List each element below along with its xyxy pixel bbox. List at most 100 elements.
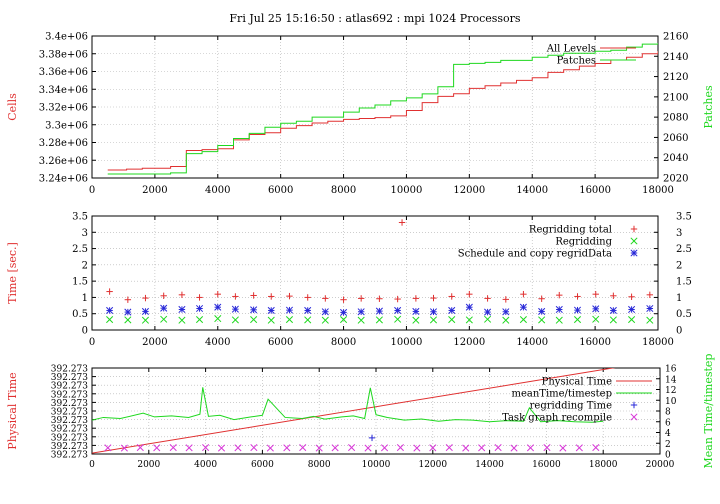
x-tick-label: 4000 <box>205 337 230 348</box>
y-tick-label: 392.273 <box>51 390 88 400</box>
data-point <box>646 316 654 324</box>
data-point <box>285 316 294 324</box>
data-point <box>106 288 113 295</box>
data-point <box>304 306 312 315</box>
x-tick-label: 0 <box>89 185 95 196</box>
data-point <box>574 293 581 300</box>
y-tick-label: 0 <box>82 326 88 337</box>
y-tick-label: 392.273 <box>51 408 88 418</box>
y-tick-label: 3 <box>82 228 88 239</box>
series-regridding <box>106 315 654 324</box>
data-point <box>462 444 470 452</box>
legend-label: Regridding <box>555 237 612 248</box>
data-point <box>502 316 510 324</box>
data-point <box>232 293 239 300</box>
data-point <box>538 316 546 324</box>
y2-tick-label: 2080 <box>663 113 688 124</box>
y-tick-label: 392.273 <box>51 399 88 409</box>
legend-marker <box>630 413 638 421</box>
data-point <box>368 434 376 442</box>
data-point <box>357 316 365 324</box>
data-point <box>321 308 329 316</box>
y-tick-label: 0.5 <box>72 309 88 320</box>
data-point <box>195 316 204 324</box>
data-point <box>609 316 617 324</box>
x-tick-label: 6000 <box>251 460 274 470</box>
x-tick-label: 14000 <box>516 337 548 348</box>
y-tick-label: 2 <box>82 260 88 271</box>
data-point <box>196 294 203 301</box>
y-tick-label: 1.5 <box>72 277 88 288</box>
y-tick-label: 3.4e+06 <box>45 32 88 43</box>
x-tick-label: 12000 <box>453 337 485 348</box>
data-point <box>178 316 186 324</box>
series-regridding-time <box>368 434 376 442</box>
data-point <box>267 316 275 324</box>
data-point <box>413 444 421 452</box>
y-tick-label: 392.273 <box>51 433 88 443</box>
data-point <box>231 305 239 313</box>
x-tick-label: 6000 <box>268 185 293 196</box>
data-point <box>592 305 600 313</box>
y-tick-label: 392.273 <box>51 451 88 461</box>
data-point <box>510 444 518 452</box>
data-point <box>153 444 161 452</box>
y-axis-label: Physical Time <box>6 372 19 449</box>
y2-tick-label: 0.5 <box>676 309 692 320</box>
x-tick-label: 18000 <box>642 337 674 348</box>
y-tick-label: 3.28e+06 <box>39 138 88 149</box>
y2-tick-label: 12 <box>665 386 676 396</box>
data-point <box>141 316 150 324</box>
x-tick-label: 8000 <box>308 460 331 470</box>
data-point <box>396 443 404 452</box>
x-tick-label: 20000 <box>646 460 675 470</box>
x-tick-label: 18000 <box>642 185 674 196</box>
chart-panel-regridding-time: 0 2000 4000 6000 8000 10000 12000 14000 16000 180… <box>6 212 692 349</box>
y2-axis-label: Mean Time/timestep <box>702 354 715 469</box>
data-point <box>141 307 150 315</box>
data-point <box>283 444 291 452</box>
data-point <box>124 308 132 316</box>
data-point <box>214 315 222 323</box>
data-point <box>250 306 258 314</box>
data-point <box>398 219 406 226</box>
data-point <box>520 290 527 298</box>
data-point <box>169 443 177 452</box>
data-point <box>429 444 437 452</box>
data-point <box>445 443 453 452</box>
y2-tick-label: 2120 <box>663 72 688 83</box>
x-tick-label: 12000 <box>453 185 485 196</box>
data-point <box>628 305 636 314</box>
y-axis-label: Cells <box>6 93 19 121</box>
x-tick-label: 6000 <box>268 337 293 348</box>
y2-tick-label: 2 <box>665 440 671 450</box>
data-point <box>592 443 600 452</box>
data-point <box>575 444 583 452</box>
data-point <box>106 306 114 315</box>
data-point <box>195 304 204 313</box>
x-tick-label: 10000 <box>362 460 391 470</box>
data-point <box>448 316 456 324</box>
x-tick-label: 2000 <box>142 185 167 196</box>
x-tick-label: 14000 <box>475 460 504 470</box>
y-tick-label: 392.273 <box>51 442 88 452</box>
y-tick-label: 3.36e+06 <box>39 67 88 78</box>
y2-tick-label: 2160 <box>663 32 688 43</box>
data-point <box>592 315 600 323</box>
y2-tick-label: 10 <box>665 397 677 407</box>
data-point <box>267 306 275 315</box>
data-point <box>160 315 168 323</box>
x-tick-label: 8000 <box>331 337 356 348</box>
data-point <box>412 295 420 302</box>
data-point <box>465 316 473 324</box>
data-point <box>429 308 438 316</box>
data-point <box>266 444 274 452</box>
data-point <box>250 292 257 299</box>
x-tick-label: 2000 <box>142 337 167 348</box>
data-point <box>217 444 226 452</box>
x-tick-label: 2000 <box>137 460 160 470</box>
y2-tick-label: 2140 <box>663 52 688 63</box>
y2-tick-label: 0 <box>676 326 682 337</box>
series-meantime-timestep <box>92 387 604 423</box>
data-point <box>136 443 144 452</box>
